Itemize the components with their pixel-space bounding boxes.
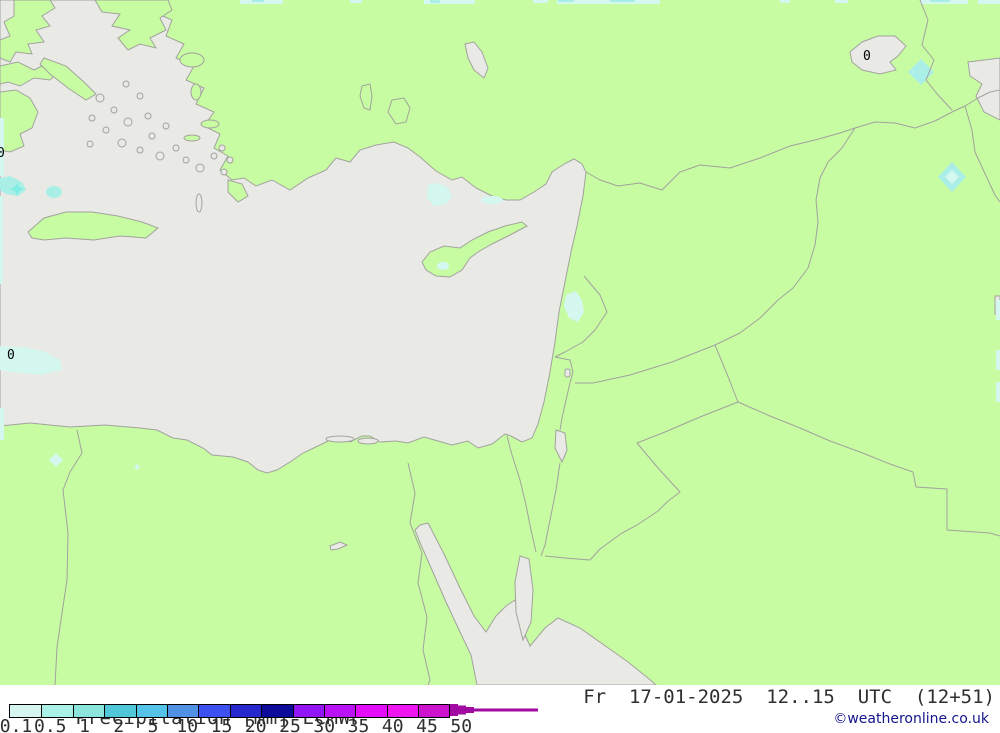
border-turkey-iraq-iran [854,89,1000,129]
copyright-link[interactable]: ©weatheronline.co.uk [833,711,989,727]
forecast-datetime: Fr 17-01-2025 12..15 UTC (12+51) [583,686,995,708]
nile-river [407,462,431,685]
scale-tick-label: 30 [313,716,336,733]
contour-label: 0 [7,348,15,363]
islands-green [27,52,528,278]
turkish-lakes-green [359,83,411,125]
contour-label: 0 [0,146,5,161]
border-israel-jordan [559,382,571,431]
border-egypt-libya [54,429,83,685]
scale-tick-label: 1 [79,716,90,733]
crete-island [27,211,159,241]
scale-tick-label: 45 [416,716,438,733]
scale-segment [41,705,73,717]
scale-overflow-arrow-icon [450,704,538,716]
scale-tick-label: 2 [113,716,125,733]
scale-tick-label: 40 [381,716,404,733]
border-turkey-syria [585,127,856,191]
precip-core-patches [10,170,959,196]
lake-tuz [464,41,489,79]
scale-segment [166,705,199,717]
scale-tick-label: 50 [450,716,473,733]
border-lebanon [554,275,608,358]
red-sea [414,522,657,685]
scale-tick-label: 20 [244,716,267,733]
scale-tick-label: 10 [176,716,199,733]
color-scale-bar [9,704,451,718]
scale-tick-label: 15 [210,716,233,733]
country-borders [54,0,1000,685]
scale-tick-label: 0.1 [0,716,33,733]
scale-segment [72,705,105,717]
lake-van [849,35,907,75]
rhodes-island [227,179,249,203]
scale-segment [261,705,293,717]
scale-segment [229,705,262,717]
scale-segment [292,705,324,717]
scale-segment [104,705,136,717]
sea-of-galilee [564,368,571,378]
armenia-highland [967,57,1000,121]
scale-segment [323,705,356,717]
scale-tick-label: 0.5 [33,716,67,733]
scale-tick-label: 35 [347,716,370,733]
border-syria-jordan [575,344,716,384]
scale-tick-label: 5 [147,716,159,733]
lakes [325,35,1000,551]
scale-tick-labels: 0.1 0.5 1 2 5 10 15 20 25 30 35 40 45 50 [0,716,520,733]
legend-bar: Precipitation [mm] ECMWF 0.1 0.5 1 2 5 10 15 20 25… [0,685,1000,733]
scale-segment [135,705,167,717]
scale-segment [10,705,42,717]
scale-segment [355,705,387,717]
border-syria-iraq [714,127,856,346]
border-jordan-iraq-saudi [714,344,1000,537]
small-islands [86,80,234,213]
dead-sea [554,429,568,464]
scale-segment [386,705,419,717]
fayum-depression [329,541,349,551]
cyprus-island [421,221,528,278]
border-jordan-saudi [544,401,739,561]
border-egypt-israel [506,435,537,553]
scale-segment [198,705,230,717]
greece-land [0,0,173,153]
zero-contour-labels: 0 0 0 [0,49,871,363]
scale-segment [418,705,450,717]
gulf-of-aqaba [514,555,534,642]
scale-tick-label: 25 [279,716,301,733]
contour-label: 0 [863,49,871,64]
precip-diamond-1 [908,59,934,85]
precipitation-map[interactable]: 0 0 0 [0,0,1000,685]
